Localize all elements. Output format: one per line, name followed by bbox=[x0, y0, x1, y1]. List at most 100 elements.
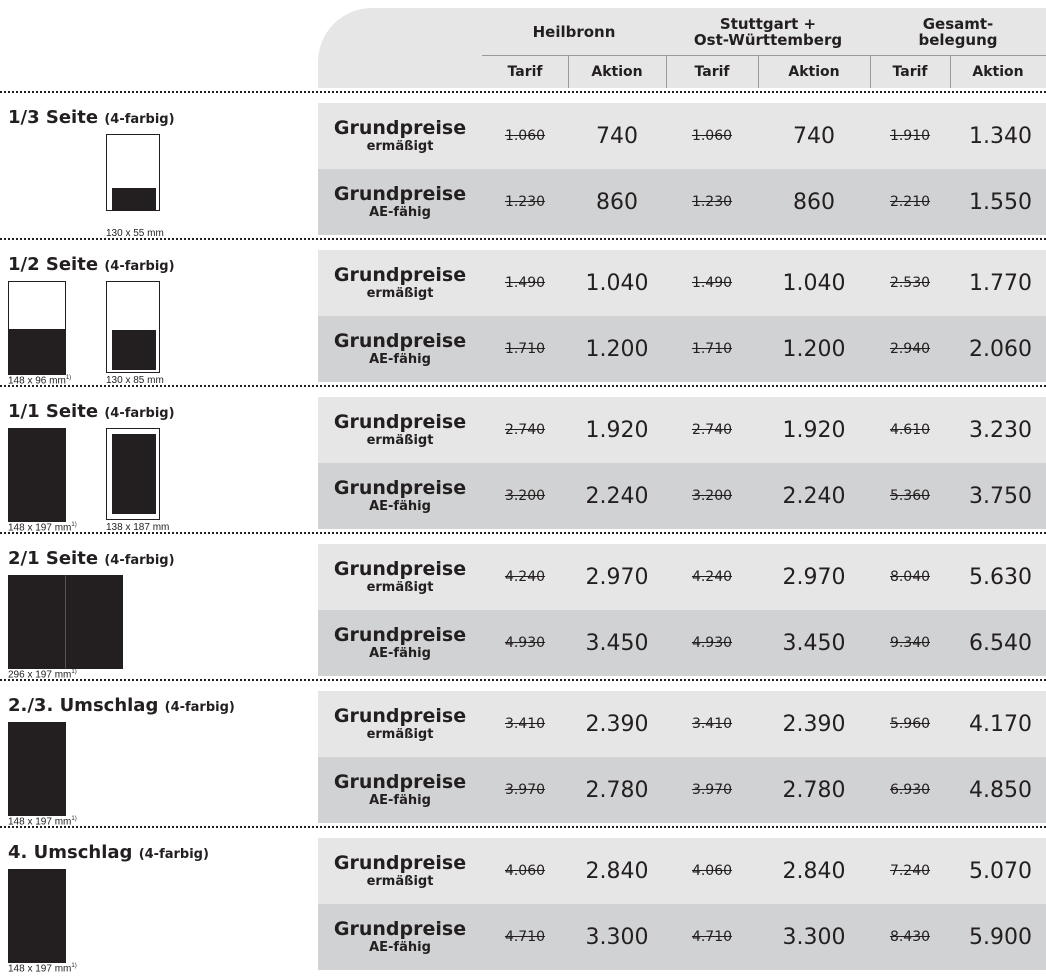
section-separator bbox=[0, 385, 1046, 387]
format-size-label: 148 x 96 mm1) bbox=[8, 375, 71, 386]
column-header-aktion: Aktion bbox=[788, 63, 840, 80]
aktion-price: 2.780 bbox=[782, 777, 846, 803]
price-row-ae-faehig: Grundpreise AE-fähig 1.710 1.200 1.710 1.200 2… bbox=[318, 316, 1046, 382]
price-type-line1: Grundpreise bbox=[333, 558, 467, 580]
price-table-header-bg bbox=[318, 8, 1046, 88]
aktion-price: 2.970 bbox=[585, 564, 649, 590]
tarif-price: 4.930 bbox=[691, 635, 733, 651]
format-size-text: 138 x 187 mm bbox=[106, 522, 170, 533]
footnote-mark: 1) bbox=[71, 816, 77, 822]
price-type-label: Grundpreise ermäßigt bbox=[318, 838, 482, 904]
price-type-line2: ermäßigt bbox=[366, 580, 434, 595]
price-row-ermaessigt: Grundpreise ermäßigt 3.410 2.390 3.410 2.390 5… bbox=[318, 691, 1046, 757]
price-row-ae-faehig: Grundpreise AE-fähig 3.970 2.780 3.970 2.780 6… bbox=[318, 757, 1046, 823]
price-row-ermaessigt: Grundpreise ermäßigt 1.060 740 1.060 740 1.910… bbox=[318, 103, 1046, 169]
ad-format-section: 1/1 Seite (4-farbig) 148 x 197 mm1) 138 x … bbox=[0, 391, 1046, 537]
aktion-price: 740 bbox=[793, 123, 835, 149]
format-size-label: 148 x 197 mm1) bbox=[8, 816, 77, 827]
ad-format-title: 2/1 Seite (4-farbig) bbox=[8, 548, 175, 569]
page-thumbnail-2-1-left bbox=[8, 575, 66, 669]
aktion-price: 2.060 bbox=[969, 336, 1032, 362]
price-row-ae-faehig: Grundpreise AE-fähig 3.200 2.240 3.200 2.240 5… bbox=[318, 463, 1046, 529]
price-row-ae-faehig: Grundpreise AE-fähig 4.930 3.450 4.930 3.450 9… bbox=[318, 610, 1046, 676]
tarif-price: 2.740 bbox=[504, 422, 546, 438]
price-type-line1: Grundpreise bbox=[333, 264, 467, 286]
page-thumbnail-1-1 bbox=[106, 428, 160, 520]
ad-format-title: 1/1 Seite (4-farbig) bbox=[8, 401, 175, 422]
ad-format-section: 1/3 Seite (4-farbig) 130 x 55 mm Grundprei… bbox=[0, 97, 1046, 243]
aktion-price: 1.550 bbox=[969, 189, 1032, 215]
column-divider bbox=[870, 55, 871, 88]
aktion-price: 3.300 bbox=[782, 924, 846, 950]
tarif-price: 1.230 bbox=[691, 194, 733, 210]
aktion-price: 5.900 bbox=[969, 924, 1032, 950]
column-group-title: Heilbronn bbox=[532, 23, 616, 41]
column-group-title: Gesamt- belegung bbox=[918, 15, 998, 49]
format-name: 1/1 Seite bbox=[8, 401, 99, 422]
tarif-price: 1.230 bbox=[504, 194, 546, 210]
format-name: 1/2 Seite bbox=[8, 254, 99, 275]
price-type-line2: AE-fähig bbox=[369, 499, 431, 514]
format-size-label: 148 x 197 mm1) bbox=[8, 963, 77, 974]
header-divider bbox=[482, 55, 1046, 56]
price-type-label: Grundpreise AE-fähig bbox=[318, 610, 482, 676]
aktion-price: 1.340 bbox=[969, 123, 1032, 149]
section-separator bbox=[0, 679, 1046, 681]
color-note: (4-farbig) bbox=[138, 847, 209, 862]
aktion-price: 6.540 bbox=[969, 630, 1032, 656]
column-header-tarif: Tarif bbox=[507, 63, 543, 80]
aktion-price: 3.230 bbox=[969, 417, 1032, 443]
price-type-label: Grundpreise AE-fähig bbox=[318, 169, 482, 235]
footnote-mark: 1) bbox=[65, 375, 72, 381]
column-group-title: Stuttgart + Ost-Württemberg bbox=[693, 15, 843, 49]
aktion-price: 740 bbox=[596, 123, 638, 149]
tarif-price: 8.040 bbox=[889, 569, 931, 585]
tarif-price: 4.710 bbox=[691, 929, 733, 945]
aktion-price: 1.040 bbox=[782, 270, 846, 296]
format-size-text: 130 x 55 mm bbox=[106, 228, 164, 239]
price-type-line2: AE-fähig bbox=[369, 940, 431, 955]
price-type-line2: AE-fähig bbox=[369, 205, 431, 220]
color-note: (4-farbig) bbox=[104, 406, 175, 421]
price-type-line1: Grundpreise bbox=[333, 624, 467, 646]
aktion-price: 1.920 bbox=[782, 417, 846, 443]
tarif-price: 4.240 bbox=[691, 569, 733, 585]
format-size-text: 148 x 197 mm bbox=[8, 816, 72, 828]
tarif-price: 4.930 bbox=[504, 635, 546, 651]
ad-format-title: 4. Umschlag (4-farbig) bbox=[8, 842, 209, 863]
ad-area bbox=[112, 434, 156, 514]
page-thumbnail-2-1-right bbox=[65, 575, 123, 669]
column-header-aktion: Aktion bbox=[591, 63, 643, 80]
column-header-tarif: Tarif bbox=[694, 63, 730, 80]
tarif-price: 1.060 bbox=[691, 128, 733, 144]
format-name: 4. Umschlag bbox=[8, 842, 133, 863]
ad-format-title: 2./3. Umschlag (4-farbig) bbox=[8, 695, 235, 716]
page-thumbnail-cover bbox=[8, 722, 66, 816]
tarif-price: 2.530 bbox=[889, 275, 931, 291]
aktion-price: 860 bbox=[596, 189, 638, 215]
price-type-label: Grundpreise ermäßigt bbox=[318, 544, 482, 610]
price-row-ae-faehig: Grundpreise AE-fähig 1.230 860 1.230 860 2.210… bbox=[318, 169, 1046, 235]
column-divider bbox=[950, 55, 951, 88]
aktion-price: 1.770 bbox=[969, 270, 1032, 296]
ad-format-section: 1/2 Seite (4-farbig) 148 x 96 mm1) 130 x 8… bbox=[0, 244, 1046, 390]
price-type-line2: ermäßigt bbox=[366, 727, 434, 742]
price-type-line2: AE-fähig bbox=[369, 646, 431, 661]
aktion-price: 4.850 bbox=[969, 777, 1032, 803]
tarif-price: 1.060 bbox=[504, 128, 546, 144]
tarif-price: 1.710 bbox=[504, 341, 546, 357]
tarif-price: 3.970 bbox=[504, 782, 546, 798]
aktion-price: 2.840 bbox=[782, 858, 846, 884]
section-separator bbox=[0, 91, 1046, 93]
price-type-line1: Grundpreise bbox=[333, 705, 467, 727]
footnote-mark: 1) bbox=[71, 669, 77, 675]
price-type-line1: Grundpreise bbox=[333, 852, 467, 874]
price-row-ae-faehig: Grundpreise AE-fähig 4.710 3.300 4.710 3.300 8… bbox=[318, 904, 1046, 970]
tarif-price: 4.060 bbox=[691, 863, 733, 879]
price-type-label: Grundpreise ermäßigt bbox=[318, 691, 482, 757]
price-type-line1: Grundpreise bbox=[333, 771, 467, 793]
column-divider bbox=[758, 55, 759, 88]
page-thumbnail-1-1-bleed bbox=[8, 428, 66, 522]
format-name: 2./3. Umschlag bbox=[8, 695, 159, 716]
tarif-price: 5.960 bbox=[889, 716, 931, 732]
